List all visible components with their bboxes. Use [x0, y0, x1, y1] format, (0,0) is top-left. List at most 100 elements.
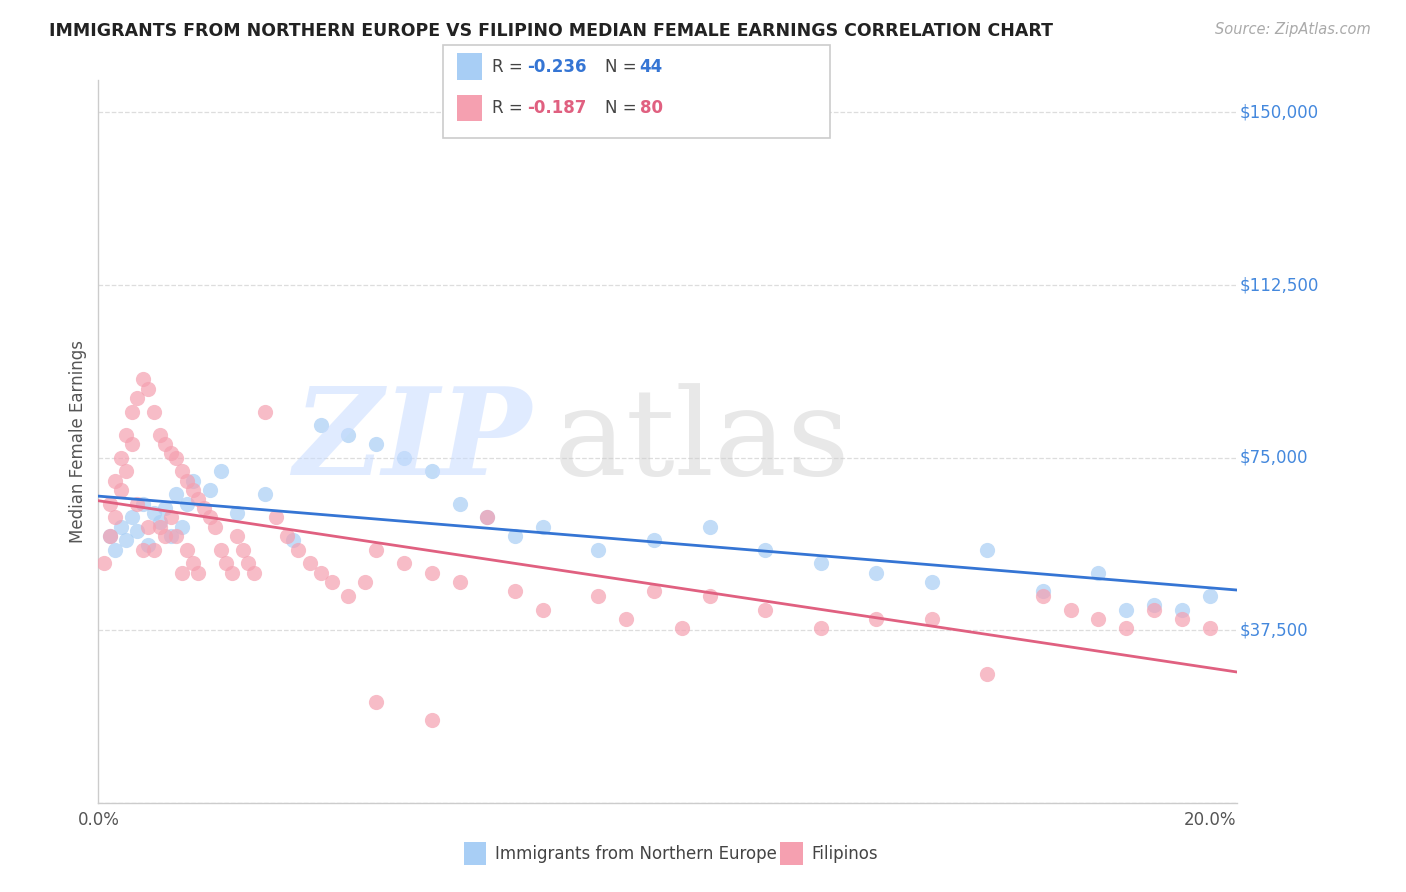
Point — [176, 542, 198, 557]
Point — [98, 529, 121, 543]
Point — [254, 404, 277, 418]
Text: Filipinos: Filipinos — [811, 845, 877, 863]
Point — [98, 529, 121, 543]
Point — [159, 529, 181, 543]
Text: $150,000: $150,000 — [1240, 103, 1319, 121]
Text: N =: N = — [605, 99, 641, 117]
Point — [204, 519, 226, 533]
Point — [810, 621, 832, 635]
Point — [254, 487, 277, 501]
Point — [170, 465, 193, 479]
Point — [121, 404, 143, 418]
Point — [321, 574, 343, 589]
Point — [420, 566, 443, 580]
Point — [810, 557, 832, 571]
Point — [1143, 602, 1166, 616]
Point — [588, 589, 610, 603]
Point — [1032, 584, 1054, 599]
Point — [287, 542, 309, 557]
Y-axis label: Median Female Earnings: Median Female Earnings — [69, 340, 87, 543]
Point — [1087, 566, 1109, 580]
Point — [503, 584, 526, 599]
Point — [1143, 598, 1166, 612]
Point — [1170, 602, 1192, 616]
Point — [366, 437, 388, 451]
Point — [226, 506, 249, 520]
Point — [366, 542, 388, 557]
Point — [153, 501, 176, 516]
Point — [187, 491, 209, 506]
Point — [165, 450, 187, 465]
Text: $75,000: $75,000 — [1240, 449, 1308, 467]
Point — [153, 529, 176, 543]
Text: 80: 80 — [640, 99, 662, 117]
Point — [1032, 589, 1054, 603]
Point — [1170, 612, 1192, 626]
Point — [503, 529, 526, 543]
Point — [159, 510, 181, 524]
Point — [115, 465, 138, 479]
Point — [477, 510, 499, 524]
Point — [226, 529, 249, 543]
Point — [238, 557, 260, 571]
Point — [588, 542, 610, 557]
Point — [976, 542, 998, 557]
Point — [176, 474, 198, 488]
Point — [921, 574, 943, 589]
Point — [1087, 612, 1109, 626]
Text: -0.187: -0.187 — [527, 99, 586, 117]
Point — [93, 557, 115, 571]
Point — [121, 510, 143, 524]
Point — [127, 524, 149, 539]
Point — [127, 391, 149, 405]
Text: Immigrants from Northern Europe: Immigrants from Northern Europe — [495, 845, 776, 863]
Point — [193, 501, 215, 516]
Point — [671, 621, 693, 635]
Point — [392, 557, 415, 571]
Point — [754, 602, 776, 616]
Point — [976, 667, 998, 681]
Point — [865, 612, 887, 626]
Point — [121, 437, 143, 451]
Point — [115, 427, 138, 442]
Text: N =: N = — [605, 58, 641, 76]
Point — [276, 529, 298, 543]
Point — [104, 474, 127, 488]
Point — [132, 542, 155, 557]
Text: $112,500: $112,500 — [1240, 276, 1319, 294]
Point — [420, 465, 443, 479]
Point — [170, 566, 193, 580]
Point — [281, 533, 304, 548]
Point — [138, 519, 160, 533]
Text: R =: R = — [492, 99, 529, 117]
Point — [198, 483, 221, 497]
Point — [264, 510, 287, 524]
Point — [1059, 602, 1081, 616]
Point — [132, 372, 155, 386]
Point — [449, 574, 471, 589]
Text: ZIP: ZIP — [292, 383, 531, 500]
Point — [110, 519, 132, 533]
Point — [143, 542, 166, 557]
Point — [614, 612, 637, 626]
Point — [643, 584, 665, 599]
Point — [181, 557, 204, 571]
Point — [198, 510, 221, 524]
Point — [209, 542, 232, 557]
Text: -0.236: -0.236 — [527, 58, 586, 76]
Point — [187, 566, 209, 580]
Point — [110, 450, 132, 465]
Point — [170, 519, 193, 533]
Text: R =: R = — [492, 58, 529, 76]
Text: Source: ZipAtlas.com: Source: ZipAtlas.com — [1215, 22, 1371, 37]
Point — [98, 497, 121, 511]
Point — [449, 497, 471, 511]
Point — [138, 382, 160, 396]
Point — [221, 566, 243, 580]
Point — [699, 519, 721, 533]
Point — [115, 533, 138, 548]
Point — [1198, 589, 1220, 603]
Text: IMMIGRANTS FROM NORTHERN EUROPE VS FILIPINO MEDIAN FEMALE EARNINGS CORRELATION C: IMMIGRANTS FROM NORTHERN EUROPE VS FILIP… — [49, 22, 1053, 40]
Point — [337, 427, 360, 442]
Point — [309, 418, 332, 433]
